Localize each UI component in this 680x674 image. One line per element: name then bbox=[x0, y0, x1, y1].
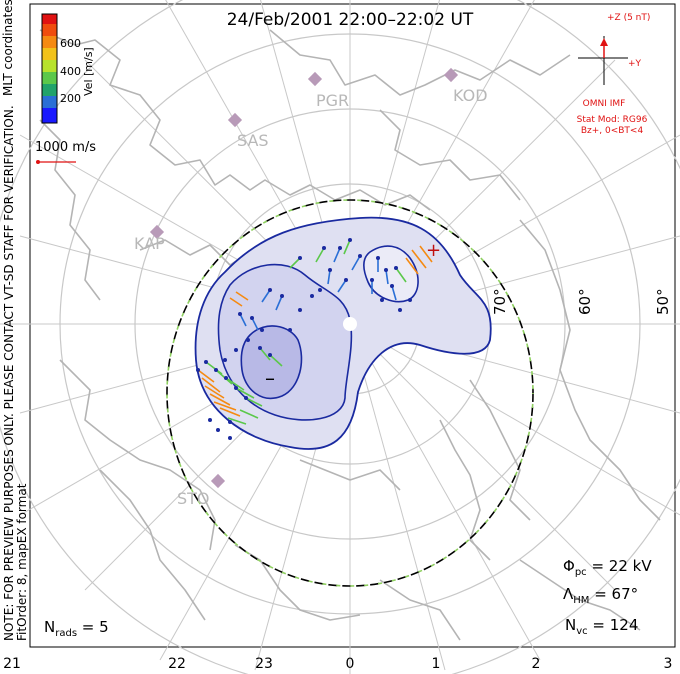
latitude-label-60: 60° bbox=[576, 288, 594, 315]
station-marker-kod bbox=[443, 67, 459, 83]
station-label-kod: KOD bbox=[453, 86, 488, 105]
mlt-tick-22: 22 bbox=[168, 656, 186, 672]
latitude-label-50: 50° bbox=[654, 288, 672, 315]
imf-y-label: +Y bbox=[628, 59, 642, 69]
station-marker-sto bbox=[210, 473, 226, 489]
imf-condition-label: Bz+, 0<BT<4 bbox=[581, 126, 644, 136]
mlt-tick-0: 0 bbox=[346, 656, 355, 672]
imf-z-label: +Z (5 nT) bbox=[607, 13, 650, 23]
colorbar-label: Vel [m/s] bbox=[82, 47, 95, 96]
coordinate-system-label: MLT coordinates bbox=[1, 0, 15, 96]
station-marker-kap bbox=[149, 224, 165, 240]
station-marker-sas bbox=[227, 112, 243, 128]
station-marker-pgr bbox=[307, 71, 323, 87]
mlt-tick-23: 23 bbox=[255, 656, 273, 672]
mlt-tick-3: 3 bbox=[664, 656, 673, 672]
velocity-scale-label: 1000 m/s bbox=[35, 140, 96, 155]
station-label-pgr: PGR bbox=[316, 91, 349, 110]
hm-boundary-green bbox=[166, 199, 534, 587]
contour-maximum-marker: + bbox=[426, 240, 441, 261]
radar-count: Nrads = 5 bbox=[44, 618, 109, 639]
velocity-vectors bbox=[196, 238, 433, 440]
mlt-tick-2: 2 bbox=[532, 656, 541, 672]
velocity-colorbar bbox=[41, 13, 58, 124]
imf-clock-dial bbox=[578, 36, 628, 85]
fit-order-note: FitOrder: 8, mapEX format bbox=[15, 483, 29, 641]
mlt-tick-21: 21 bbox=[3, 656, 21, 672]
station-label-sas: SAS bbox=[237, 131, 269, 150]
velocity-scale-vector bbox=[36, 160, 76, 164]
preview-note: NOTE: FOR PREVIEW PURPOSES ONLY. PLEASE … bbox=[2, 105, 16, 641]
colorbar-tick-400: 400 bbox=[60, 65, 81, 78]
station-label-kap: KAP bbox=[134, 234, 165, 253]
cross-polar-cap-potential: Φpc = 22 kV bbox=[563, 557, 652, 578]
colorbar-tick-600: 600 bbox=[60, 37, 81, 50]
plot-frame bbox=[29, 3, 676, 648]
colorbar-tick-200: 200 bbox=[60, 92, 81, 105]
vector-count: Nvc = 124 bbox=[565, 616, 638, 637]
station-label-sto: STO bbox=[177, 489, 210, 508]
map-title: 24/Feb/2001 22:00–22:02 UT bbox=[227, 10, 474, 30]
magnetic-pole bbox=[343, 317, 357, 331]
imf-source-label: OMNI IMF bbox=[583, 99, 626, 109]
hm-boundary-latitude: ΛHM = 67° bbox=[563, 585, 638, 606]
latitude-label-70: 70° bbox=[491, 288, 509, 315]
mlt-tick-1: 1 bbox=[432, 656, 441, 672]
contour-minimum-marker: – bbox=[265, 366, 275, 390]
stat-model-label: Stat Mod: RG96 bbox=[577, 115, 648, 125]
